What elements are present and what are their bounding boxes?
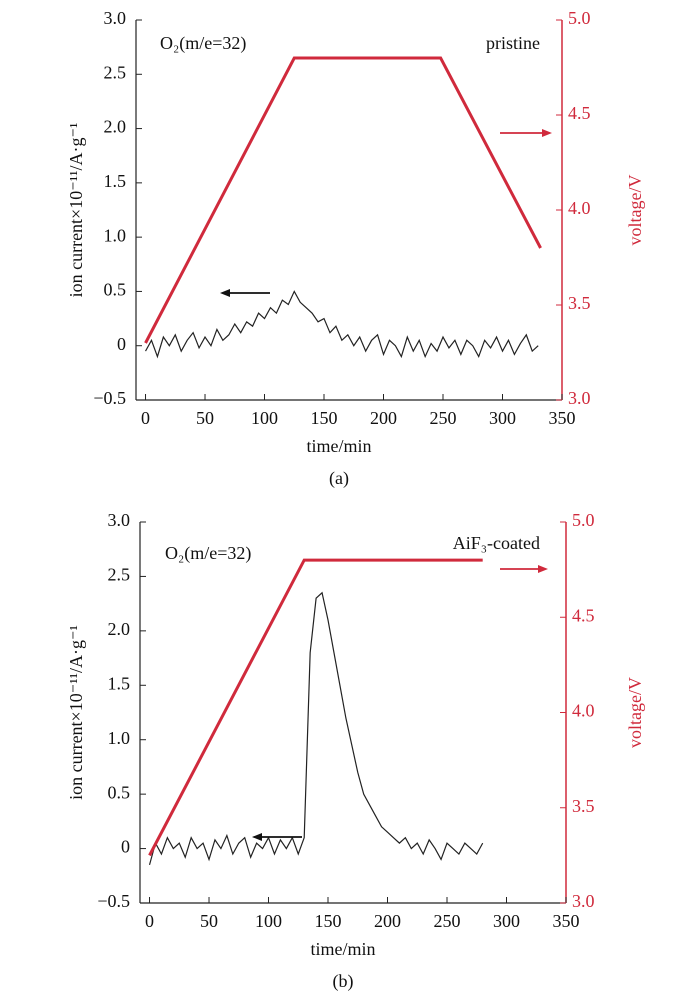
x-axis-label: time/min (311, 939, 376, 959)
x-tick-label: 100 (255, 911, 282, 931)
sample-label: AiF₃-coated (453, 533, 540, 553)
sample-label: pristine (486, 33, 540, 53)
y-tick-label: 3.0 (104, 8, 127, 28)
y2-tick-label: 5.0 (572, 510, 595, 530)
x-tick-label: 200 (370, 408, 397, 428)
y-tick-label: 3.0 (108, 510, 131, 530)
y2-tick-label: 4.0 (572, 701, 595, 721)
y-tick-label: 0 (117, 334, 126, 354)
y2-tick-label: 4.5 (568, 103, 591, 123)
y-axis-label: ion current×10⁻¹¹/A·g⁻¹ (66, 123, 86, 298)
y2-tick-label: 3.5 (568, 293, 591, 313)
voltage-line (144, 56, 542, 344)
y-tick-label: 2.0 (108, 619, 131, 639)
chart: 0 50 100 150 200 250 300 350 −0.5 0 0.5 1.0 1.5 2.0 2.… (66, 8, 645, 489)
y-tick-label: −0.5 (97, 891, 130, 911)
y2-tick-label: 4.5 (572, 605, 595, 625)
y-tick-label: 1.5 (108, 673, 131, 693)
y2-axis-label: voltage/V (625, 175, 645, 246)
y-tick-label: 0.5 (108, 782, 131, 802)
current-axis-arrow-head (220, 289, 230, 297)
caption: (a) (329, 468, 349, 489)
x-axis-label: time/min (307, 436, 372, 456)
x-tick-label: 100 (251, 408, 278, 428)
y-tick-label: 2.5 (104, 62, 127, 82)
y2-tick-label: 5.0 (568, 8, 591, 28)
y-axis-label: ion current×10⁻¹¹/A·g⁻¹ (66, 625, 86, 800)
caption: (b) (333, 971, 354, 992)
x-tick-label: 0 (145, 911, 154, 931)
x-tick-label: 200 (374, 911, 401, 931)
x-tick-label: 150 (315, 911, 342, 931)
current-axis-arrow-head (252, 833, 262, 841)
y-tick-label: 1.0 (108, 728, 131, 748)
voltage-axis-arrow-head (538, 565, 548, 573)
y-tick-label: 2.5 (108, 565, 131, 585)
y-tick-label: 0.5 (104, 280, 127, 300)
y-tick-label: 2.0 (104, 117, 127, 137)
gas-annotation: O₂(m/e=32) (160, 33, 246, 54)
x-tick-label: 50 (200, 911, 218, 931)
x-tick-label: 50 (196, 408, 214, 428)
y2-tick-label: 3.0 (572, 891, 595, 911)
chart: 0 50 100 150 200 250 300 350 −0.5 0 0.5 1.0 1.5 2.0 2.… (66, 510, 645, 992)
y-tick-label: 1.0 (104, 225, 127, 245)
x-tick-label: 250 (434, 911, 461, 931)
y2-tick-label: 3.5 (572, 796, 595, 816)
y-tick-label: −0.5 (93, 388, 126, 408)
y2-tick-label: 4.0 (568, 198, 591, 218)
ion-current-line (148, 591, 484, 866)
x-tick-label: 250 (430, 408, 457, 428)
y2-axis-label: voltage/V (625, 677, 645, 748)
x-tick-label: 300 (493, 911, 520, 931)
y-tick-label: 1.5 (104, 171, 127, 191)
x-tick-label: 0 (141, 408, 150, 428)
x-tick-label: 350 (553, 911, 580, 931)
y-tick-label: 0 (121, 837, 130, 857)
x-tick-label: 150 (311, 408, 338, 428)
x-tick-label: 300 (489, 408, 516, 428)
gas-annotation: O₂(m/e=32) (165, 543, 251, 564)
x-tick-label: 350 (549, 408, 576, 428)
y2-tick-label: 3.0 (568, 388, 591, 408)
voltage-axis-arrow-head (542, 129, 552, 137)
ion-current-line (144, 290, 539, 359)
voltage-line (148, 558, 483, 857)
